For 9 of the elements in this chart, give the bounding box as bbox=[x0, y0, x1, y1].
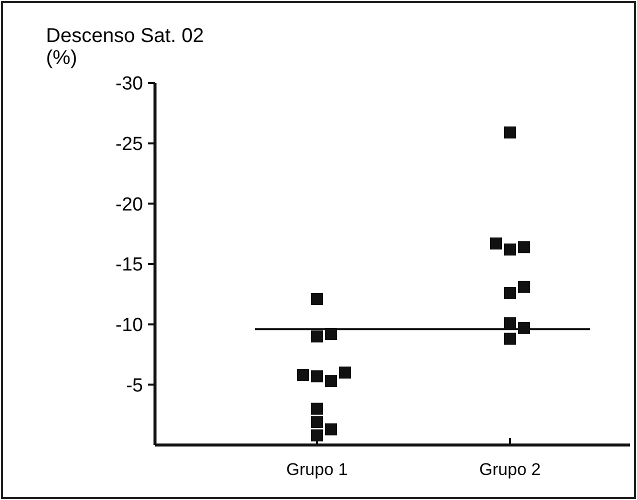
y-tick-label: -30 bbox=[116, 74, 143, 95]
y-tick-label: -10 bbox=[116, 314, 143, 336]
x-tick-label: Grupo 2 bbox=[479, 460, 541, 479]
y-tick-label: -15 bbox=[116, 254, 143, 276]
y-axis-title: Descenso Sat. 02 (%) bbox=[46, 25, 204, 69]
y-tick-label: -25 bbox=[116, 134, 143, 155]
y-tick-label: -20 bbox=[116, 194, 143, 216]
y-tick-label: -5 bbox=[126, 375, 143, 396]
x-tick-label: Grupo 1 bbox=[286, 460, 348, 479]
